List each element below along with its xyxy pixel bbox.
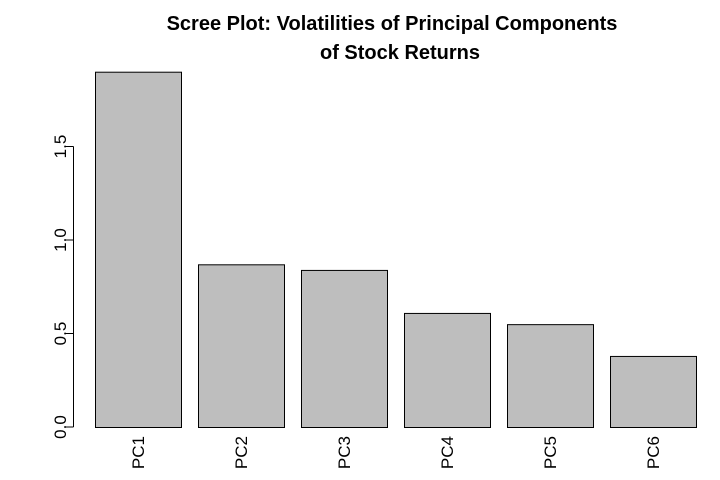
bar-pc4	[404, 312, 491, 428]
x-tick-label-pc6: PC6	[644, 436, 663, 469]
bar-pc2	[198, 264, 285, 428]
y-tick-label: 1.0	[51, 228, 70, 252]
y-tick-label: 0.5	[51, 322, 70, 346]
chart-title-line-1: Scree Plot: Volatilities of Principal Co…	[167, 13, 618, 35]
y-axis: 0.0 0.5 1.0 1.5	[51, 135, 74, 439]
x-axis-labels: PC1 PC2 PC3 PC4 PC5 PC6	[129, 436, 663, 469]
bars-group	[95, 71, 697, 429]
x-tick-label-pc4: PC4	[438, 436, 457, 469]
x-tick-label-pc2: PC2	[232, 436, 251, 469]
bar-pc1	[95, 71, 182, 428]
x-tick-label-pc1: PC1	[129, 436, 148, 469]
x-tick-label-pc3: PC3	[335, 436, 354, 469]
y-tick-label: 0.0	[51, 415, 70, 439]
chart-title-line-2: of Stock Returns	[320, 42, 480, 64]
y-tick-label: 1.5	[51, 135, 70, 159]
x-tick-label-pc5: PC5	[541, 436, 560, 469]
bar-pc3	[301, 269, 388, 429]
bar-pc6	[610, 355, 697, 428]
bar-pc5	[507, 324, 594, 428]
